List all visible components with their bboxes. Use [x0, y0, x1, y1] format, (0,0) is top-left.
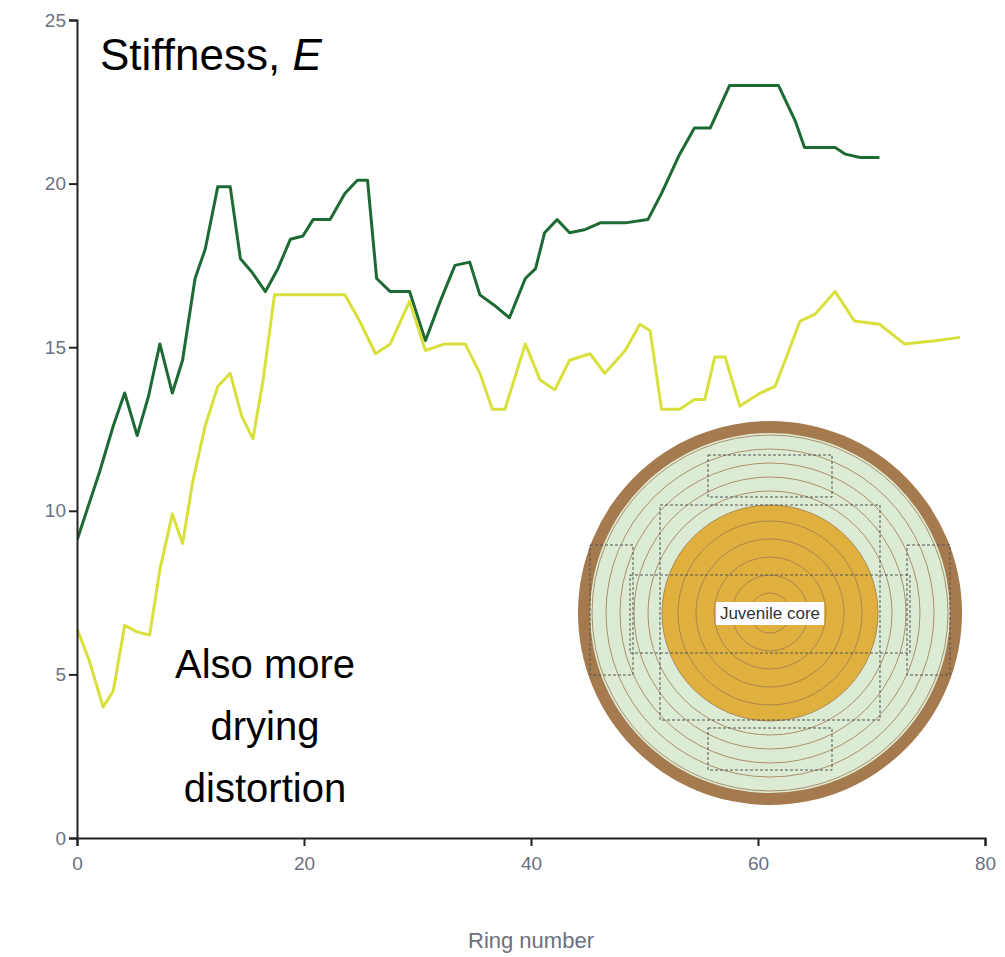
- x-tick: 20: [294, 838, 315, 874]
- y-tick-label: 15: [45, 337, 66, 358]
- x-tick: 60: [748, 838, 769, 874]
- inset-label: Juvenile core: [720, 604, 820, 623]
- y-tick: 10: [45, 500, 77, 521]
- board-outline: [660, 505, 880, 720]
- growth-ring: [662, 505, 878, 721]
- x-axis: 0 20 40 60 80: [72, 838, 996, 874]
- mature-wood: [590, 433, 950, 793]
- series-line: [77, 292, 960, 708]
- x-tick: 80: [975, 838, 996, 874]
- growth-ring: [714, 557, 826, 669]
- y-tick-label: 0: [55, 828, 66, 849]
- growth-ring: [606, 449, 934, 777]
- board-outline: [708, 728, 832, 770]
- y-tick: 20: [45, 173, 77, 194]
- x-tick: 40: [521, 838, 542, 874]
- bark: [578, 421, 962, 805]
- y-tick-mark: [69, 838, 77, 840]
- y-tick-mark: [69, 674, 77, 676]
- y-tick-mark: [69, 347, 77, 349]
- x-tick-label: 60: [748, 853, 769, 874]
- series-line: [77, 85, 879, 540]
- lines: [77, 85, 960, 707]
- inset-diagram: Juvenile core: [578, 421, 962, 805]
- x-tick-label: 0: [72, 853, 83, 874]
- x-tick-mark: [758, 838, 760, 846]
- x-tick: 0: [72, 838, 83, 874]
- x-tick-mark: [304, 838, 306, 846]
- growth-ring: [620, 463, 920, 763]
- growth-ring: [648, 491, 892, 735]
- y-tick-label: 5: [55, 664, 66, 685]
- growth-ring: [634, 477, 906, 749]
- x-tick-label: 40: [521, 853, 542, 874]
- y-axis: 0 5 10 15 20 25: [45, 10, 78, 849]
- growth-ring: [678, 521, 862, 705]
- board-outline: [708, 455, 832, 497]
- y-tick: 15: [45, 337, 77, 358]
- title: Stiffness, E: [100, 30, 322, 79]
- x-axis-title: Ring number: [468, 928, 594, 953]
- y-tick: 25: [45, 10, 77, 31]
- juvenile-core: [662, 505, 878, 721]
- x-tick-label: 20: [294, 853, 315, 874]
- y-tick-mark: [69, 510, 77, 512]
- inset-label-box: [716, 602, 824, 625]
- x-tick-mark: [985, 838, 987, 846]
- board-outline: [907, 545, 950, 675]
- x-tick-mark: [77, 838, 79, 846]
- y-tick-label: 10: [45, 500, 66, 521]
- y-tick-mark: [69, 183, 77, 185]
- x-axis-line: [78, 839, 986, 847]
- y-tick-label: 25: [45, 10, 66, 31]
- x-tick-label: 80: [975, 853, 996, 874]
- y-tick: 0: [55, 828, 77, 849]
- y-axis-line: [69, 21, 78, 839]
- growth-ring: [696, 539, 844, 687]
- board-outline: [630, 575, 910, 653]
- chart: Juvenile core 0 5 10 15 20 25 0 20 40 60 80 Ring num…: [0, 0, 1005, 957]
- y-tick-mark: [69, 20, 77, 22]
- growth-ring: [592, 435, 948, 791]
- board-outline: [590, 545, 633, 675]
- y-tick: 5: [55, 664, 77, 685]
- annotation: Also moredryingdistortion: [175, 642, 355, 810]
- y-tick-label: 20: [45, 173, 66, 194]
- x-tick-mark: [531, 838, 533, 846]
